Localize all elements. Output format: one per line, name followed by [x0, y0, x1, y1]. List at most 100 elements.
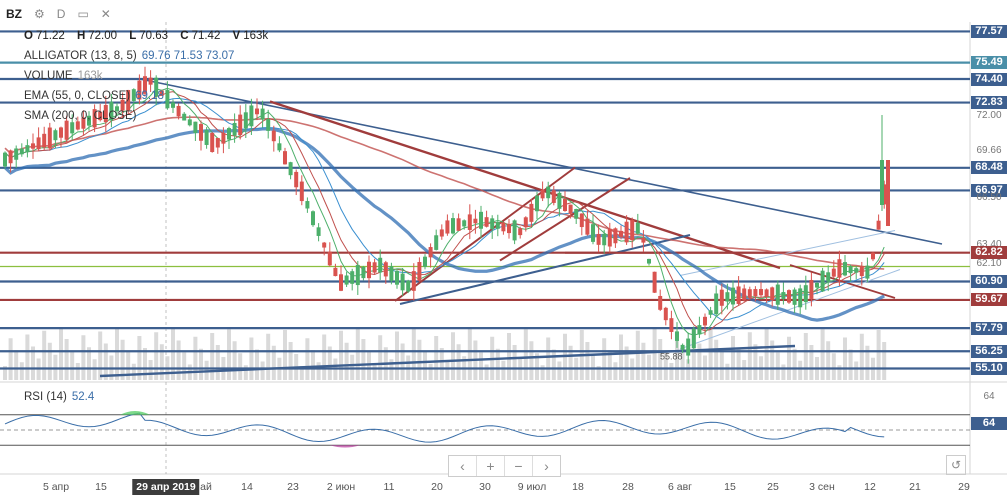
candle-body — [367, 261, 371, 279]
candle-body — [540, 189, 545, 199]
symbol-label[interactable]: BZ — [6, 7, 22, 21]
indicator-rsi[interactable]: RSI (14) 52.4 — [24, 391, 94, 403]
candle-body — [787, 290, 791, 303]
candle-body — [98, 111, 103, 121]
candle-body — [753, 289, 758, 297]
interval-label[interactable]: D — [56, 7, 66, 21]
price-axis-label: 66.50 — [976, 192, 1002, 203]
candle-body — [837, 259, 842, 278]
indicator-sma[interactable]: SMA (200, 0, CLOSE) — [24, 110, 142, 122]
indicator-name: RSI (14) — [24, 391, 67, 403]
volume-bar — [305, 338, 310, 380]
candle-body — [383, 262, 388, 277]
candle-body — [568, 204, 573, 214]
candle-body — [563, 199, 567, 211]
candle-body — [395, 270, 399, 285]
volume-bar — [535, 353, 539, 380]
price-axis-label: 72.83 — [971, 96, 1007, 110]
zoom-in-button[interactable]: + — [477, 456, 505, 476]
candle-body — [574, 208, 579, 219]
candle-body — [411, 271, 416, 291]
rsi-current-tag: 64 — [971, 417, 1007, 430]
indicator-volume[interactable]: VOLUME 163k — [24, 70, 103, 82]
candle-body — [260, 108, 265, 120]
volume-bar — [434, 336, 439, 380]
low-value: 70.63 — [139, 30, 169, 42]
volume-bar — [865, 345, 870, 380]
candle-body — [445, 220, 450, 234]
time-axis-label: 21 — [909, 481, 921, 493]
candle-body — [271, 130, 276, 142]
candle-body — [316, 227, 321, 236]
volume-bar — [747, 332, 752, 380]
volume-bar — [148, 360, 153, 380]
price-axis-label: 72.00 — [976, 109, 1002, 121]
candle-body — [792, 289, 797, 305]
volume-bar — [753, 344, 758, 380]
candle-body — [495, 221, 500, 229]
candle-body — [120, 99, 125, 111]
reset-chart-button[interactable]: ↺ — [946, 455, 966, 475]
indicator-ema[interactable]: EMA (55, 0, CLOSE) 69.18 — [24, 90, 164, 102]
candle-body — [294, 171, 299, 188]
candle-body — [137, 80, 142, 100]
candle-body — [820, 270, 825, 292]
alligator-jaw — [4, 97, 885, 321]
volume-bar — [820, 329, 825, 380]
candle-body — [70, 122, 75, 134]
close-icon[interactable]: ✕ — [100, 7, 111, 21]
volume-bar — [523, 329, 528, 380]
gear-icon[interactable]: ⚙ — [34, 7, 45, 21]
volume-bar — [143, 348, 147, 380]
candle-body — [42, 133, 47, 148]
volume-bar — [327, 346, 332, 380]
candle-body — [747, 289, 752, 298]
volume-bar — [495, 348, 500, 380]
candle-body — [159, 90, 164, 96]
candle-body — [434, 235, 439, 250]
volume-bar — [781, 364, 786, 380]
candle-body — [518, 228, 523, 236]
scroll-right-button[interactable]: › — [544, 458, 549, 474]
volume-bar — [557, 361, 562, 380]
window-icon[interactable]: ▭ — [77, 7, 89, 21]
candle-body — [238, 114, 243, 136]
candle-body — [725, 292, 730, 302]
volume-bar — [792, 348, 797, 380]
volume-bar — [299, 366, 304, 380]
volume-bar — [876, 330, 881, 380]
time-axis-label: 9 июл — [517, 481, 547, 493]
volume-bar — [764, 328, 769, 380]
scroll-left-button[interactable]: ‹ — [449, 456, 477, 476]
candle-body — [467, 214, 472, 230]
indicator-values: 69.18 — [135, 90, 164, 102]
candle-body — [249, 105, 254, 127]
volume-bar — [445, 360, 450, 380]
candle-body — [473, 218, 478, 224]
volume-bar — [131, 363, 136, 380]
time-axis-label: 15 — [95, 481, 107, 493]
indicator-alligator[interactable]: ALLIGATOR (13, 8, 5) 69.76 71.53 73.07 — [24, 50, 234, 62]
candle-body — [557, 192, 562, 209]
price-axis-label: 63.40 — [976, 238, 1002, 250]
volume-bar — [568, 345, 573, 380]
indicator-values: 69.76 71.53 73.07 — [141, 50, 235, 62]
volume-bar — [344, 342, 349, 380]
candle-body — [283, 151, 287, 165]
volume-bar — [14, 350, 19, 380]
volume-bar — [837, 365, 842, 380]
candle-body — [764, 289, 769, 297]
candle-body — [624, 221, 629, 243]
volume-bar — [288, 342, 293, 380]
candle-body — [305, 201, 310, 209]
time-axis-label: 11 — [383, 481, 395, 493]
zoom-out-button[interactable]: − — [505, 456, 533, 476]
candle-body — [131, 89, 136, 101]
indicator-values: 163k — [77, 70, 103, 82]
volume-bar — [451, 332, 455, 380]
volume-bar — [624, 346, 629, 380]
candle-body — [36, 137, 41, 150]
volume-bar — [227, 329, 231, 380]
